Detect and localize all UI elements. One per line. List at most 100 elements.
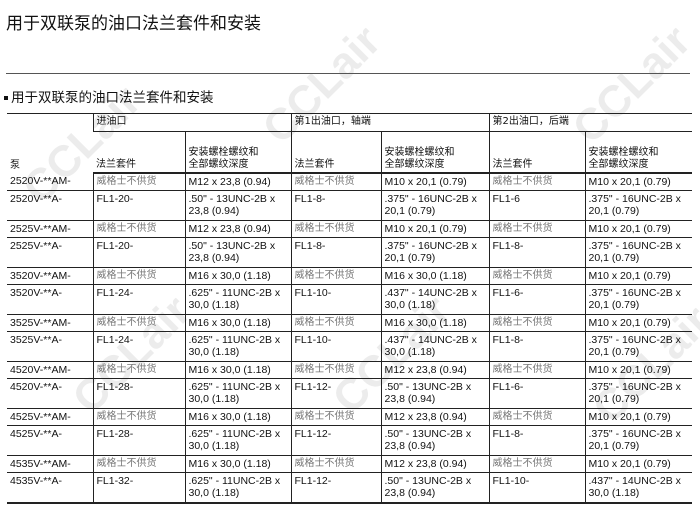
outlet2-flange-kit: FL1-6 xyxy=(488,190,585,221)
section-title: 用于双联泵的油口法兰套件和安装 xyxy=(11,90,214,106)
inlet-bolt-thread: M12 x 23,8 (0.94) xyxy=(184,220,291,238)
pump-model: 4520V-**A- xyxy=(10,381,62,393)
outlet2-bolt-thread: M10 x 20,1 (0.79) xyxy=(584,173,692,191)
outlet1-bolt-thread: .437" - 14UNC-2B x 30,0 (1.18) xyxy=(380,331,489,362)
outlet2-bolt-thread: M10 x 20,1 (0.79) xyxy=(584,408,692,426)
outlet1-flange-kit: FL1-10- xyxy=(290,331,381,362)
outlet1-bolt-thread: .375" - 16UNC-2B x 20,1 (0.79) xyxy=(380,237,489,268)
outlet2-flange-kit: FL1-8- xyxy=(488,425,585,456)
pump-model: 2525V-**A- xyxy=(10,240,62,252)
table-row: 4525V-**A- FL1-28- .625" - 11UNC-2B x 30,0… xyxy=(7,425,692,456)
outlet1-bolt-thread: M12 x 23,8 (0.94) xyxy=(380,455,489,473)
inlet-flange-kit: FL1-32- xyxy=(92,472,185,503)
pump-model: 3520V-**AM- xyxy=(10,270,71,282)
flange-kit-header: 法兰套件 xyxy=(93,131,185,174)
outlet2-bolt-thread: .375" - 16UNC-2B x 20,1 (0.79) xyxy=(584,331,692,362)
inlet-bolt-thread: .625" - 11UNC-2B x 30,0 (1.18) xyxy=(184,378,291,409)
outlet2-bolt-thread: M10 x 20,1 (0.79) xyxy=(584,314,692,332)
outlet1-flange-kit: 威格士不供货 xyxy=(290,267,381,285)
inlet-flange-kit: FL1-28- xyxy=(92,378,185,409)
inlet-flange-kit: 威格士不供货 xyxy=(92,173,185,191)
inlet-group-header: 进油口 xyxy=(92,113,291,132)
inlet-bolt-thread: .625" - 11UNC-2B x 30,0 (1.18) xyxy=(184,284,291,315)
outlet2-flange-kit: 威格士不供货 xyxy=(488,220,585,238)
inlet-bolt-thread: .625" - 11UNC-2B x 30,0 (1.18) xyxy=(184,331,291,362)
table-row: 3520V-**AM- 威格士不供货 M16 x 30,0 (1.18) 威格士不供货… xyxy=(7,267,692,285)
outlet2-flange-kit: 威格士不供货 xyxy=(488,455,585,473)
flange-kit-table: 泵 进油口 第1出油口，轴端 第2出油口，后端 法兰套件 安装螺栓螺纹和 全部螺纹… xyxy=(7,113,692,504)
outlet1-bolt-thread: .50" - 13UNC-2B x 23,8 (0.94) xyxy=(380,425,489,456)
outlet2-bolt-thread: .437" - 14UNC-2B x 30,0 (1.18) xyxy=(584,472,692,503)
table-row: 4525V-**AM- 威格士不供货 M16 x 30,0 (1.18) 威格士不供货… xyxy=(7,408,692,426)
pump-model: 3520V-**A- xyxy=(10,287,62,299)
outlet2-flange-kit: 威格士不供货 xyxy=(488,361,585,379)
inlet-flange-kit: FL1-24- xyxy=(92,284,185,315)
flange-kit-header: 法兰套件 xyxy=(488,131,585,174)
table-row: 4520V-**A- FL1-28- .625" - 11UNC-2B x 30,0… xyxy=(7,378,692,409)
inlet-flange-kit: 威格士不供货 xyxy=(92,220,185,238)
inlet-bolt-thread: .50" - 13UNC-2B x 23,8 (0.94) xyxy=(184,190,291,221)
outlet2-flange-kit: FL1-6- xyxy=(488,284,585,315)
outlet1-flange-kit: FL1-12- xyxy=(290,425,381,456)
outlet1-bolt-thread: M16 x 30,0 (1.18) xyxy=(380,314,489,332)
outlet1-flange-kit: 威格士不供货 xyxy=(290,361,381,379)
outlet2-flange-kit: FL1-6- xyxy=(488,378,585,409)
outlet2-bolt-thread: M10 x 20,1 (0.79) xyxy=(584,361,692,379)
divider xyxy=(6,73,690,74)
table-row: 3525V-**A- FL1-24- .625" - 11UNC-2B x 30,0… xyxy=(7,331,692,362)
table-row: 3525V-**AM- 威格士不供货 M16 x 30,0 (1.18) 威格士不供货… xyxy=(7,314,692,332)
table-body: 2520V-**AM- 威格士不供货 M12 x 23,8 (0.94) 威格士不供货… xyxy=(7,173,692,503)
bolt-thread-header: 安装螺栓螺纹和 全部螺纹深度 xyxy=(584,131,692,174)
outlet2-bolt-thread: .375" - 16UNC-2B x 20,1 (0.79) xyxy=(584,425,692,456)
outlet2-group-header: 第2出油口，后端 xyxy=(488,113,692,132)
outlet2-flange-kit: FL1-8- xyxy=(488,237,585,268)
table-row: 2525V-**AM- 威格士不供货 M12 x 23,8 (0.94) 威格士不供货… xyxy=(7,220,692,238)
bolt-thread-header: 安装螺栓螺纹和 全部螺纹深度 xyxy=(380,131,489,174)
pump-model: 4535V-**AM- xyxy=(10,458,71,470)
table-row: 4535V-**AM- 威格士不供货 M16 x 30,0 (1.18) 威格士不供货… xyxy=(7,455,692,473)
inlet-flange-kit: FL1-28- xyxy=(92,425,185,456)
inlet-bolt-thread: M16 x 30,0 (1.18) xyxy=(184,408,291,426)
inlet-bolt-thread: .625" - 11UNC-2B x 30,0 (1.18) xyxy=(184,472,291,503)
inlet-bolt-thread: M16 x 30,0 (1.18) xyxy=(184,267,291,285)
outlet2-bolt-thread: .375" - 16UNC-2B x 20,1 (0.79) xyxy=(584,378,692,409)
inlet-bolt-thread: M12 x 23,8 (0.94) xyxy=(184,173,291,191)
inlet-flange-kit: FL1-20- xyxy=(92,237,185,268)
pump-model: 4520V-**AM- xyxy=(10,364,71,376)
outlet1-flange-kit: 威格士不供货 xyxy=(290,455,381,473)
inlet-flange-kit: 威格士不供货 xyxy=(92,267,185,285)
page-title: 用于双联泵的油口法兰套件和安装 xyxy=(6,14,261,34)
inlet-flange-kit: FL1-24- xyxy=(92,331,185,362)
outlet1-bolt-thread: .50" - 13UNC-2B x 23,8 (0.94) xyxy=(380,378,489,409)
outlet1-bolt-thread: M12 x 23,8 (0.94) xyxy=(380,361,489,379)
inlet-flange-kit: FL1-20- xyxy=(92,190,185,221)
outlet2-bolt-thread: M10 x 20,1 (0.79) xyxy=(584,267,692,285)
outlet1-flange-kit: FL1-12- xyxy=(290,472,381,503)
outlet2-flange-kit: FL1-10- xyxy=(488,472,585,503)
pump-model: 2520V-**A- xyxy=(10,193,62,205)
bolt-thread-header: 安装螺栓螺纹和 全部螺纹深度 xyxy=(184,131,291,174)
outlet1-flange-kit: FL1-8- xyxy=(290,190,381,221)
pump-model: 3525V-**A- xyxy=(10,334,62,346)
table-row: 4520V-**AM- 威格士不供货 M16 x 30,0 (1.18) 威格士不供货… xyxy=(7,361,692,379)
outlet2-flange-kit: FL1-8- xyxy=(488,331,585,362)
outlet1-bolt-thread: M12 x 23,8 (0.94) xyxy=(380,408,489,426)
table-row: 4535V-**A- FL1-32- .625" - 11UNC-2B x 30,0… xyxy=(7,472,692,503)
outlet2-flange-kit: 威格士不供货 xyxy=(488,314,585,332)
inlet-flange-kit: 威格士不供货 xyxy=(92,361,185,379)
inlet-bolt-thread: M16 x 30,0 (1.18) xyxy=(184,455,291,473)
flange-kit-header: 法兰套件 xyxy=(290,131,381,174)
outlet1-group-header: 第1出油口，轴端 xyxy=(290,113,489,132)
outlet1-bolt-thread: .375" - 16UNC-2B x 20,1 (0.79) xyxy=(380,190,489,221)
pump-model: 4525V-**AM- xyxy=(10,411,71,423)
outlet2-bolt-thread: .375" - 16UNC-2B x 20,1 (0.79) xyxy=(584,190,692,221)
table-row: 2520V-**AM- 威格士不供货 M12 x 23,8 (0.94) 威格士不供货… xyxy=(7,173,692,191)
outlet1-flange-kit: FL1-12- xyxy=(290,378,381,409)
outlet1-bolt-thread: M16 x 30,0 (1.18) xyxy=(380,267,489,285)
outlet1-bolt-thread: M10 x 20,1 (0.79) xyxy=(380,173,489,191)
inlet-bolt-thread: .625" - 11UNC-2B x 30,0 (1.18) xyxy=(184,425,291,456)
outlet2-bolt-thread: .375" - 16UNC-2B x 20,1 (0.79) xyxy=(584,237,692,268)
outlet1-flange-kit: 威格士不供货 xyxy=(290,220,381,238)
outlet2-bolt-thread: .375" - 16UNC-2B x 20,1 (0.79) xyxy=(584,284,692,315)
inlet-bolt-thread: .50" - 13UNC-2B x 23,8 (0.94) xyxy=(184,237,291,268)
